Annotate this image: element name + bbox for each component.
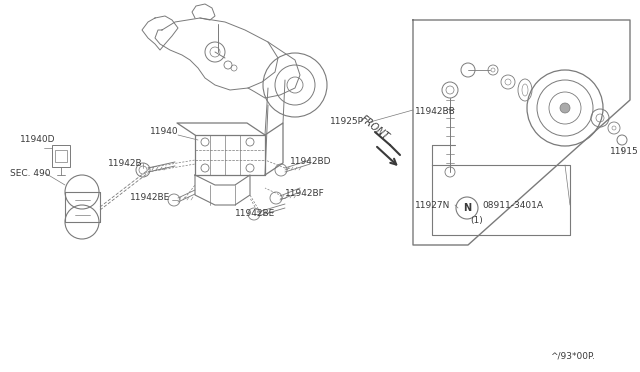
Text: 08911-3401A: 08911-3401A: [482, 201, 543, 209]
Text: 11942BF: 11942BF: [285, 189, 324, 199]
FancyArrowPatch shape: [377, 147, 396, 164]
Text: 11940D: 11940D: [20, 135, 56, 144]
Text: 11942BD: 11942BD: [290, 157, 332, 167]
Text: 11942BE: 11942BE: [235, 209, 275, 218]
Text: (1): (1): [470, 215, 483, 224]
Text: FRONT: FRONT: [359, 114, 391, 142]
Text: 11942B: 11942B: [108, 160, 143, 169]
Text: ^/93*00P.: ^/93*00P.: [550, 352, 595, 360]
Circle shape: [560, 103, 570, 113]
Bar: [55, 150, 67, 162]
Text: 11915: 11915: [610, 148, 639, 157]
Text: N: N: [463, 203, 471, 213]
Text: 11940: 11940: [150, 128, 179, 137]
Text: 11925P: 11925P: [330, 118, 364, 126]
Text: SEC. 490: SEC. 490: [10, 169, 51, 177]
Bar: [52, 145, 70, 167]
Text: 11942BE: 11942BE: [130, 193, 170, 202]
Text: 11927N: 11927N: [415, 201, 451, 209]
Text: 11942BB: 11942BB: [415, 108, 456, 116]
